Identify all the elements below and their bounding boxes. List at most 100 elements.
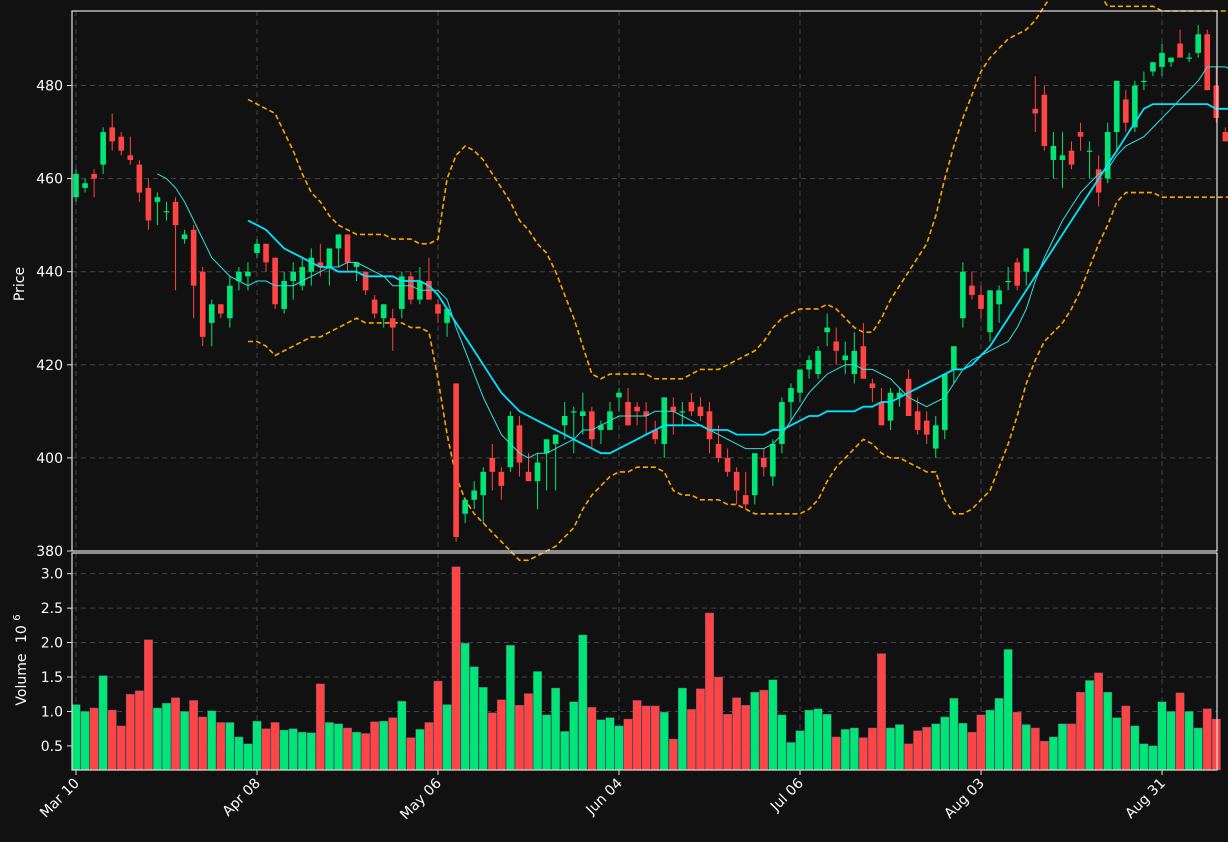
volume-y-axis-label: Volume 10 6 [12,614,30,705]
candle [969,271,975,300]
candle-body [688,402,695,412]
volume-bar [1094,672,1104,771]
candle [1213,66,1220,123]
candle [408,271,414,305]
volume-bar [270,722,280,771]
volume-bar [569,701,579,771]
volume-bar [478,687,488,771]
candle [661,397,668,458]
candle [561,402,568,440]
volume-bar [623,718,633,771]
candle [208,299,215,347]
price-y-tick-label: 400 [36,451,63,467]
moving-averages [157,66,1228,459]
candle-body [914,411,921,430]
volume-bar [1148,745,1158,771]
volume-bar [460,643,470,771]
price-y-tick-label: 460 [36,172,63,188]
volume-bar [768,679,778,771]
candle [580,392,586,435]
candle [100,127,106,174]
volume-bar [940,716,950,771]
candle-body [154,197,161,202]
candle [1104,122,1111,184]
volume-bar [243,743,253,771]
volume-bar [143,639,153,771]
candle-body [199,271,206,337]
candle-body [751,453,758,496]
volume-bar [967,731,977,771]
volume-bar [696,688,705,771]
candle [218,304,224,319]
candle-body [145,187,152,221]
candle [552,434,559,491]
volume-bar [641,705,651,771]
candle [145,178,152,230]
candle [1168,57,1174,67]
candle [227,276,233,328]
candle [1077,122,1084,151]
candle [1186,52,1192,63]
volume-bar [587,707,597,771]
volume-bar [189,700,199,771]
volume-bar [533,671,542,771]
volume-panel: 0.5 1.0 1.5 2.0 2.5 3.0 Volume 10 6 [12,552,1221,771]
candle-body [1186,57,1192,59]
volume-bar [379,720,389,771]
candle-body [1023,248,1030,272]
candle [960,262,966,328]
volume-bar [171,697,180,771]
candle-body [715,443,722,458]
candle [380,304,387,328]
volume-bar [551,687,561,771]
volume-bar [361,733,370,771]
candle-body [1132,85,1138,128]
candle [317,243,324,277]
candle-body [380,304,387,319]
candle-body [109,127,115,142]
candle-body [1195,34,1201,53]
candle [136,159,143,202]
volume-bar [1039,740,1049,771]
candle [860,322,867,379]
candle [498,467,505,500]
candle [842,341,849,375]
candle-body [1086,150,1093,152]
volume-bar [98,675,108,771]
candle [263,243,269,272]
candle [335,234,342,268]
candle [181,229,188,244]
volume-bar [1085,680,1095,771]
candle-body [860,346,867,379]
volume-bar [777,714,787,771]
candle-body [625,402,631,426]
volume-bar [804,709,814,771]
volume-bar [297,731,307,771]
candle-body [444,308,450,323]
volume-y-ticks: 0.5 1.0 1.5 2.0 2.5 3.0 [41,567,72,755]
candle [742,471,749,510]
candle-body [1150,62,1156,72]
volume-exponent-power: 6 [12,614,23,620]
volume-bar [198,716,208,771]
volume-bar [1193,727,1203,771]
volume-bar [786,742,796,771]
volume-bar [107,709,117,771]
candle-body [136,164,143,193]
candle-body [263,243,269,263]
candle-body [127,155,134,160]
volume-bar [1030,727,1040,771]
candle-body [598,425,604,430]
candle-body [589,411,595,440]
candle-body [1068,150,1075,165]
candle [806,355,812,379]
volume-bar [1121,705,1131,771]
volume-bar [496,699,506,771]
volume-bar [985,709,995,771]
candle [942,374,948,440]
volume-bar [1058,723,1067,771]
candle [1150,62,1156,77]
candle [281,271,287,314]
candle-body [887,392,894,421]
candle-body [616,392,622,398]
